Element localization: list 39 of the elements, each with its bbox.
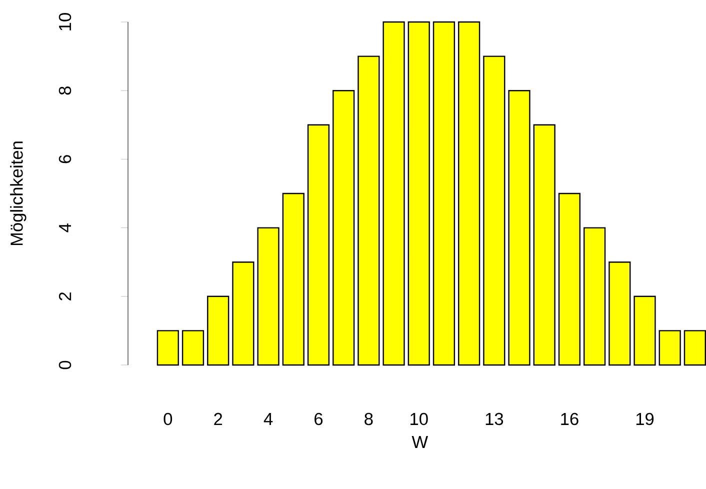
bar [182,330,204,366]
bar [332,90,355,366]
x-tick-label: 10 [410,412,428,426]
x-tick-label: 0 [164,412,172,426]
x-tick-label: 6 [314,412,323,426]
y-tick-label: 2 [58,292,72,300]
x-tick-label: 2 [214,412,222,426]
y-tick-label: 0 [58,360,72,370]
bar [382,21,405,366]
x-tick-label: 19 [636,412,654,426]
bar [307,124,330,366]
y-tick-label: 8 [58,86,72,95]
bar [257,227,280,366]
y-axis-title: Möglichkeiten [10,142,26,246]
bar [533,124,556,366]
bar [207,296,230,366]
bar [608,261,631,366]
x-axis-title: W [412,436,428,448]
bar [282,192,304,366]
x-tick-label: 16 [561,412,578,426]
y-tick-label: 4 [59,223,71,232]
bar [458,21,480,366]
bar [483,56,506,366]
x-tick-label: 4 [264,413,273,425]
x-tick-label: 8 [364,412,373,426]
bar [508,90,530,366]
bar [156,330,179,366]
bar [558,192,581,366]
bar [408,21,430,366]
bar [232,261,254,366]
bar [358,56,380,366]
bar [584,227,606,366]
y-tick-label: 10 [58,13,72,30]
bar [432,21,456,366]
bar [658,330,681,366]
bar [684,330,706,366]
y-tick-label: 6 [58,155,72,164]
bar [634,296,656,366]
x-tick-label: 13 [486,412,504,426]
